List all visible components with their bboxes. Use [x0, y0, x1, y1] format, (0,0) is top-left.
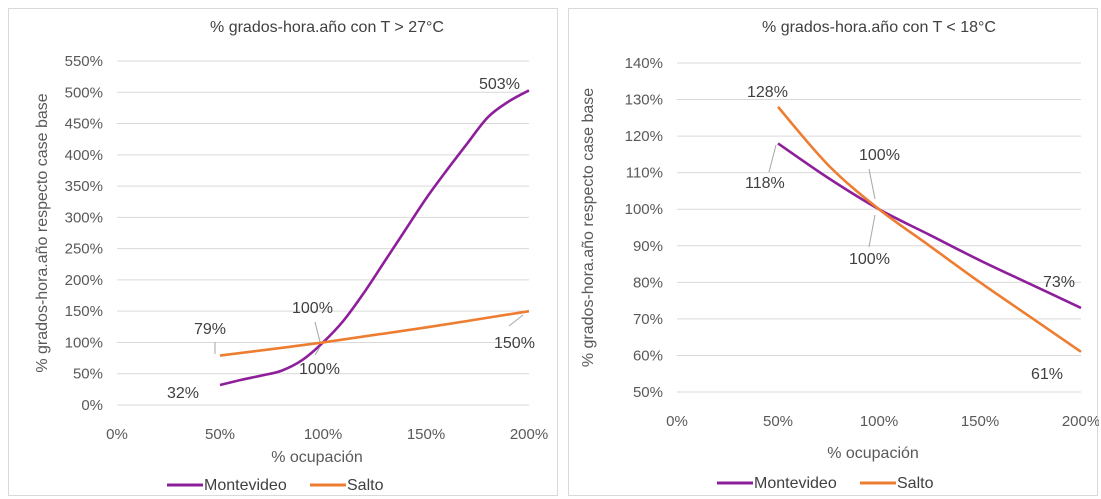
x-tick-label: 150%: [407, 426, 445, 443]
y-tick-label: 550%: [65, 53, 103, 70]
legend-label: Salto: [897, 475, 934, 492]
x-axis-label: % ocupación: [271, 449, 363, 466]
data-label: 32%: [167, 385, 199, 402]
y-tick-label: 150%: [65, 303, 103, 320]
chart-hot-svg: 0% 50% 100% 150% 200% 250% 300% 350% 400% 450% 500…: [34, 19, 548, 494]
series-line-salto: [777, 106, 1082, 353]
x-tick-label: 200%: [510, 426, 548, 443]
leader-line: [868, 168, 876, 200]
legend-label: Salto: [347, 477, 384, 494]
data-label: 100%: [292, 300, 333, 317]
y-tick-label: 50%: [73, 366, 103, 383]
x-tick-label: 200%: [1062, 413, 1099, 430]
data-label: 73%: [1043, 274, 1075, 291]
series-line-salto: [219, 309, 530, 357]
x-tick-label: 0%: [106, 426, 128, 443]
legend-label: Montevideo: [204, 477, 287, 494]
y-tick-label: 100%: [625, 201, 663, 218]
leader-line: [868, 214, 876, 248]
y-axis-label: % grados-hora.año respecto case base: [34, 93, 51, 372]
chart-cold-svg: 50%60%70%80%90%100%110%120%130%140%0% 50%…: [580, 19, 1099, 492]
y-tick-label: 100%: [65, 334, 103, 351]
y-tick-label: 120%: [625, 128, 663, 145]
x-tick-label: 100%: [860, 413, 898, 430]
data-label: 79%: [194, 321, 226, 338]
y-tick-label: 0%: [81, 397, 103, 414]
chart-title: % grados-hora.año con T < 18°C: [762, 19, 996, 36]
chart-panel-hot: 0% 50% 100% 150% 200% 250% 300% 350% 400% 450% 500…: [8, 8, 558, 496]
y-tick-label: 70%: [633, 311, 663, 328]
y-axis-label: % grados-hora.año respecto case base: [580, 88, 597, 367]
y-tick-label: 110%: [626, 165, 663, 182]
leader-line: [314, 321, 321, 343]
y-tick-label: 130%: [625, 92, 663, 109]
data-label: 503%: [479, 76, 520, 93]
y-tick-label: 450%: [65, 116, 103, 133]
data-label: 61%: [1031, 366, 1063, 383]
data-label: 150%: [494, 335, 535, 352]
y-tick-label: 140%: [625, 55, 663, 72]
series-line-montevideo: [777, 142, 1082, 310]
y-tick-label: 80%: [633, 274, 663, 291]
y-tick-label: 400%: [65, 147, 103, 164]
x-tick-label: 100%: [304, 426, 342, 443]
y-tick-label: 200%: [65, 272, 103, 289]
y-tick-label: 60%: [633, 347, 663, 364]
y-tick-label: 350%: [65, 178, 103, 195]
chart-title: % grados-hora.año con T > 27°C: [210, 19, 444, 36]
y-tick-label: 500%: [65, 84, 103, 101]
leader-line: [314, 346, 321, 356]
chart-panel-cold: 50% 60% 70% 80% 90% 100% 110% 120% 130% 140% 0% 50%…: [568, 8, 1099, 496]
y-tick-label: 90%: [633, 238, 663, 255]
data-label: 118%: [745, 175, 785, 192]
x-tick-label: 150%: [961, 413, 999, 430]
y-tick-label: 250%: [65, 241, 103, 258]
series-line-montevideo: [219, 89, 530, 387]
legend-label: Montevideo: [754, 475, 837, 492]
leader-line: [508, 314, 524, 327]
leader-line: [768, 144, 777, 173]
x-tick-label: 50%: [763, 413, 793, 430]
y-tick-label: 300%: [65, 209, 103, 226]
data-label: 100%: [299, 361, 340, 378]
x-tick-label: 0%: [666, 413, 688, 430]
x-tick-label: 50%: [205, 426, 235, 443]
x-axis-label: % ocupación: [827, 445, 919, 462]
data-label: 100%: [849, 251, 890, 268]
y-tick-label: 50%: [633, 384, 663, 401]
data-label: 128%: [747, 84, 788, 101]
data-label: 100%: [859, 147, 900, 164]
